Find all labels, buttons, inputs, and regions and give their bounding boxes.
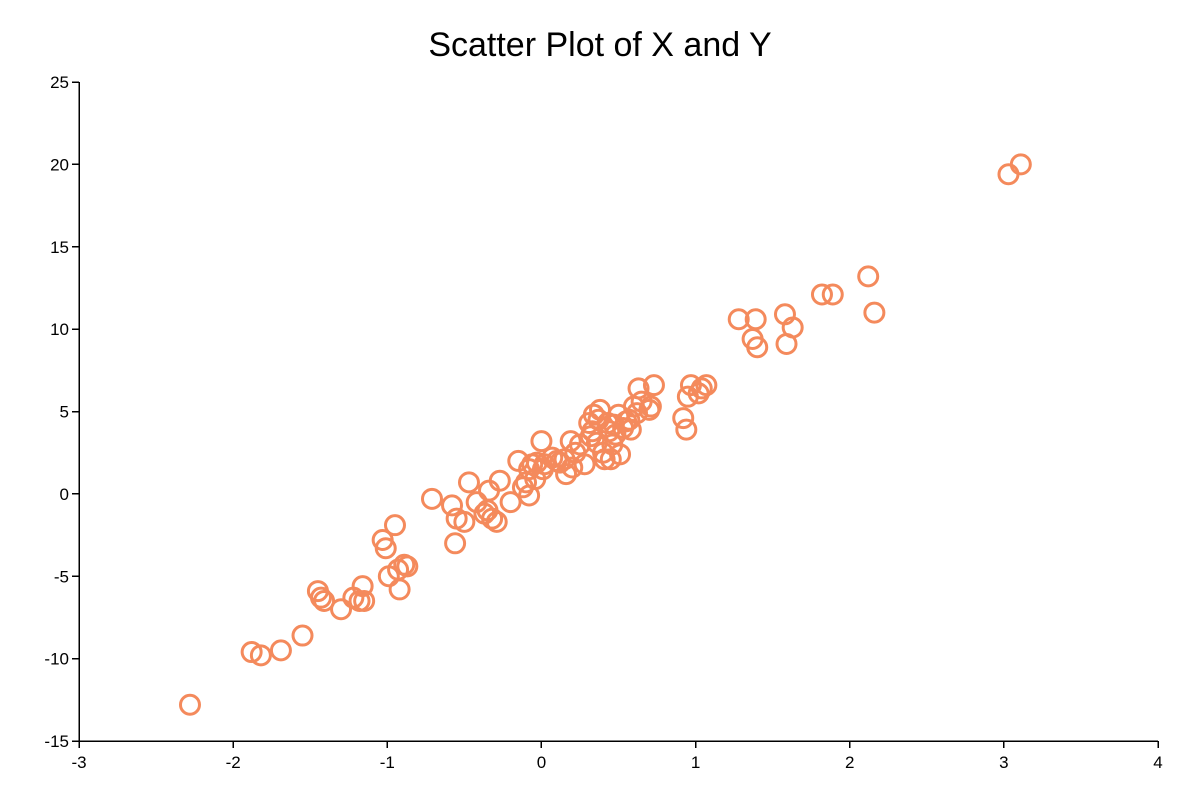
y-tick-label: 0 xyxy=(60,485,69,504)
data-point xyxy=(388,578,411,601)
data-point xyxy=(857,265,880,288)
x-tick: -1 xyxy=(380,741,395,772)
data-point xyxy=(746,336,769,359)
y-tick: -10 xyxy=(44,650,79,669)
x-tick-label: -1 xyxy=(380,753,395,772)
data-point xyxy=(997,163,1020,186)
data-point xyxy=(374,537,397,560)
x-tick-label: 2 xyxy=(845,753,854,772)
data-point xyxy=(690,377,713,400)
x-tick: 1 xyxy=(691,741,700,772)
data-point xyxy=(821,283,844,306)
data-point xyxy=(727,308,750,331)
data-point xyxy=(353,589,376,612)
data-point xyxy=(481,507,504,530)
data-point xyxy=(383,514,406,537)
data-point xyxy=(559,430,582,453)
y-tick: -5 xyxy=(54,567,79,586)
y-tick-label: 5 xyxy=(60,403,69,422)
data-point xyxy=(485,510,508,533)
data-point xyxy=(291,624,314,647)
y-tick-label: 15 xyxy=(50,238,69,257)
data-point xyxy=(863,301,886,324)
data-point xyxy=(330,598,353,621)
x-tick: 2 xyxy=(845,741,854,772)
data-point xyxy=(639,395,662,418)
data-point xyxy=(781,316,804,339)
data-point xyxy=(488,469,511,492)
data-point xyxy=(420,487,443,510)
data-point xyxy=(351,575,374,598)
data-point xyxy=(441,494,464,517)
y-tick-label: 10 xyxy=(50,320,69,339)
y-tick: 5 xyxy=(60,403,79,422)
data-points xyxy=(178,153,1032,716)
y-tick-label: -10 xyxy=(44,650,69,669)
y-tick-label: 25 xyxy=(50,73,69,92)
data-point xyxy=(1009,153,1032,176)
data-point xyxy=(672,407,695,430)
data-point xyxy=(310,586,333,609)
x-tick: -3 xyxy=(71,741,87,772)
data-point xyxy=(627,377,650,400)
data-point xyxy=(810,283,833,306)
y-tick: -15 xyxy=(44,732,79,751)
x-tick-label: 4 xyxy=(1153,753,1162,772)
data-point xyxy=(178,693,201,716)
data-point xyxy=(396,555,419,578)
y-tick-label: -15 xyxy=(44,732,69,751)
data-point xyxy=(625,402,648,425)
x-tick: -2 xyxy=(226,741,241,772)
x-tick: 4 xyxy=(1153,741,1163,772)
data-point xyxy=(240,641,263,664)
y-tick-label: -5 xyxy=(54,567,69,586)
x-tick-label: -3 xyxy=(71,753,86,772)
data-point xyxy=(573,453,596,476)
data-point xyxy=(313,589,336,612)
data-point xyxy=(457,471,480,494)
y-tick: 20 xyxy=(50,155,79,174)
data-point xyxy=(744,308,767,331)
data-point xyxy=(269,639,292,662)
y-tick: 15 xyxy=(50,238,79,257)
data-point xyxy=(561,456,584,479)
x-tick: 0 xyxy=(537,741,546,772)
y-tick: 0 xyxy=(60,485,79,504)
x-tick: 3 xyxy=(999,741,1009,772)
y-axis: -15 -10 -5 0 5 10 15 20 25 xyxy=(44,73,80,751)
data-point xyxy=(444,532,467,555)
data-point xyxy=(453,510,476,533)
chart-title: Scatter Plot of X and Y xyxy=(428,26,771,64)
data-point xyxy=(530,430,553,453)
data-point xyxy=(249,644,272,667)
data-point xyxy=(642,374,665,397)
x-tick-label: 0 xyxy=(537,753,546,772)
data-point xyxy=(548,451,571,474)
data-point xyxy=(695,374,718,397)
x-axis: -3 -2 -1 0 1 2 3 4 xyxy=(71,740,1163,772)
x-tick-label: 1 xyxy=(691,753,700,772)
x-tick-label: 3 xyxy=(999,753,1008,772)
x-tick-label: -2 xyxy=(226,753,241,772)
data-point xyxy=(499,491,522,514)
y-tick-label: 20 xyxy=(50,155,69,174)
data-point xyxy=(609,443,632,466)
y-tick: 10 xyxy=(50,320,79,339)
data-point xyxy=(675,418,698,441)
data-point xyxy=(555,463,578,486)
y-tick: 25 xyxy=(50,73,79,92)
